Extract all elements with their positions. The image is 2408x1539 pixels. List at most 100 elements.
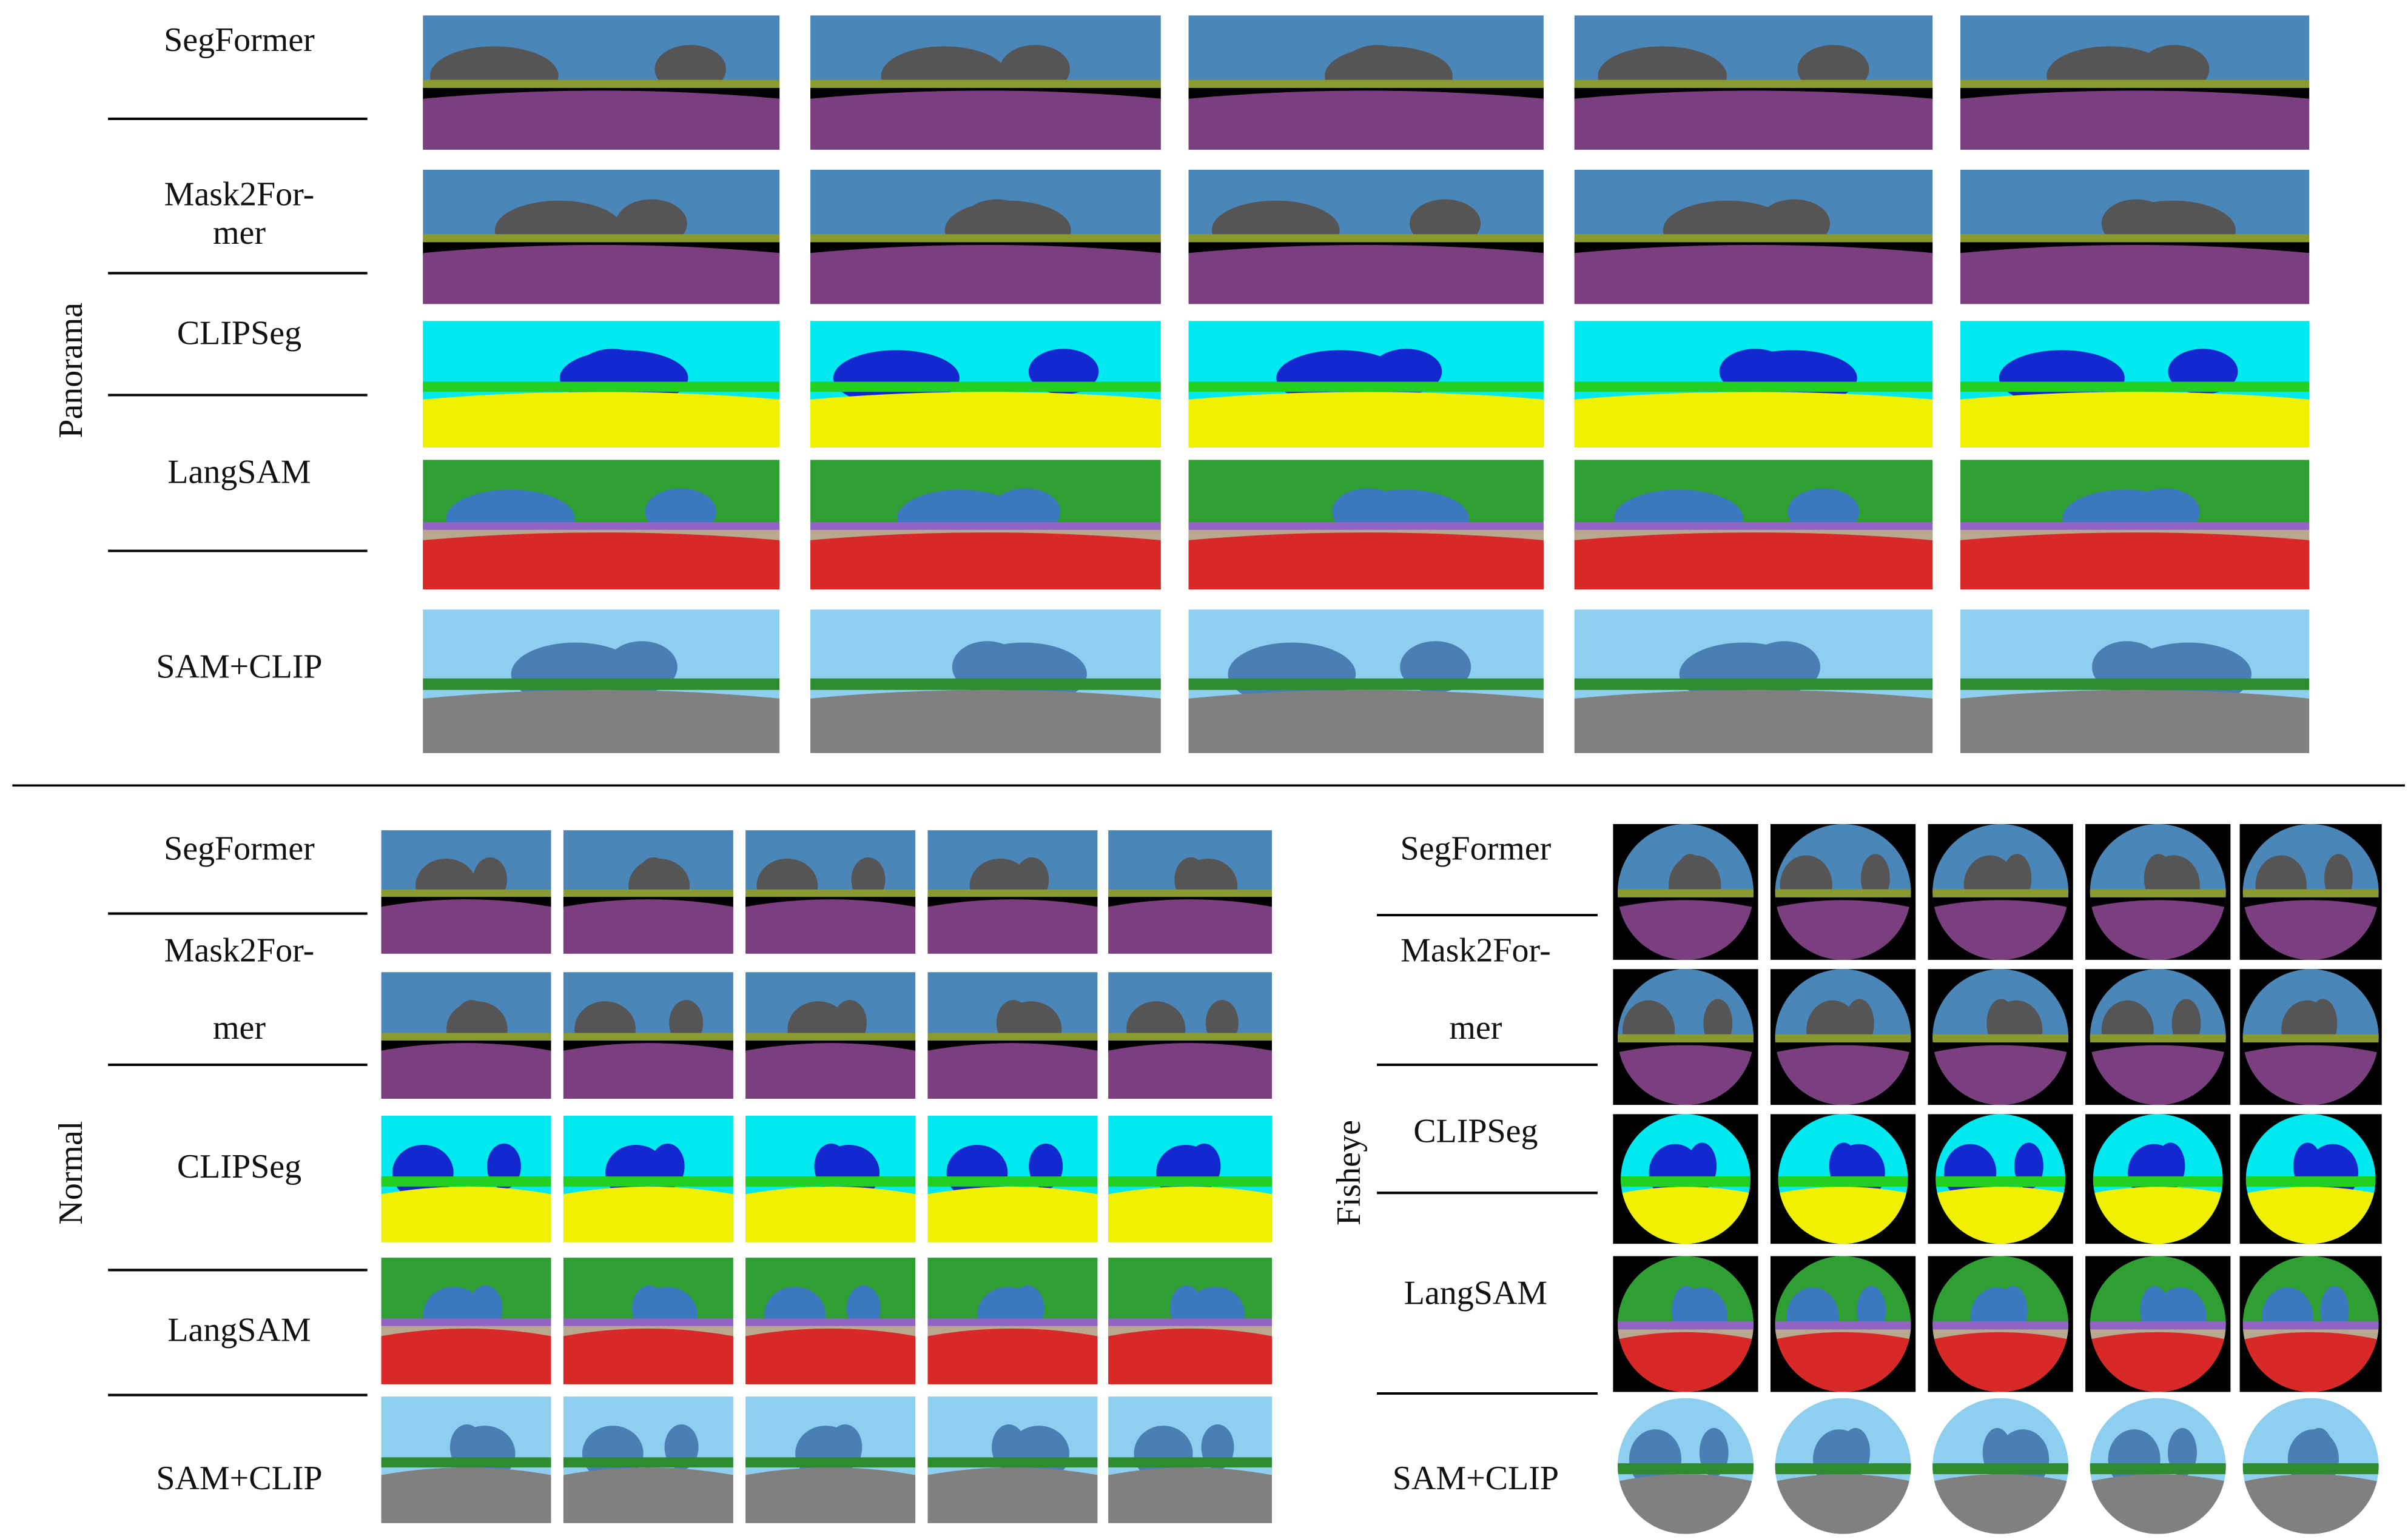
segmentation-image: [810, 609, 1161, 753]
image-content: [2242, 969, 2379, 1105]
image-content: [1775, 969, 1911, 1105]
vegetation: [1932, 1321, 2069, 1332]
segmentation-image: [1574, 460, 1933, 590]
method-name: LangSAM: [1404, 1275, 1547, 1312]
segmentation-image: [927, 1115, 1098, 1242]
segmentation-image: [1188, 321, 1544, 448]
road: [563, 1328, 733, 1384]
segmentation-image: [1960, 169, 2310, 304]
vegetation: [927, 1033, 1098, 1044]
image-content: [1621, 1114, 1751, 1244]
road: [1574, 392, 1933, 448]
road: [423, 532, 780, 590]
image-content: [1618, 1398, 1754, 1534]
road: [1932, 1045, 2069, 1105]
vegetation: [1960, 678, 2310, 690]
image-content: [1775, 823, 1911, 960]
vegetation: [745, 1318, 916, 1329]
method-name: SAM+CLIP: [1393, 1460, 1559, 1497]
segmentation-image: [1108, 972, 1272, 1099]
vegetation: [1188, 678, 1544, 690]
segmentation-image: [1108, 1115, 1272, 1242]
road: [2090, 900, 2226, 960]
road: [2242, 900, 2379, 960]
segmentation-image: [2085, 969, 2231, 1105]
segmentation-image: [2085, 1114, 2231, 1244]
road: [1775, 1045, 1911, 1105]
building: [1134, 1426, 1193, 1481]
road: [1935, 1187, 2066, 1244]
vegetation: [2090, 889, 2226, 900]
method-name: CLIPSeg: [177, 315, 301, 352]
road: [927, 1328, 1098, 1384]
segmentation-image: [2239, 1256, 2382, 1392]
vegetation: [2090, 1034, 2226, 1045]
method-name: Mask2For-: [164, 932, 315, 970]
vegetation: [1775, 1463, 1911, 1475]
segmentation-image: [1770, 823, 1916, 960]
road: [745, 899, 916, 954]
road: [2093, 1187, 2223, 1244]
segmentation-image: [423, 321, 780, 448]
vegetation: [927, 1176, 1098, 1187]
section-label: Fisheye: [1330, 1120, 1368, 1226]
method-name: SegFormer: [1401, 830, 1552, 868]
image-content: [2242, 1256, 2379, 1392]
segmentation-image: [2239, 969, 2382, 1105]
segmentation-image: [1770, 1114, 1916, 1244]
segmentation-image: [1928, 823, 2073, 960]
road: [563, 899, 733, 954]
vegetation: [381, 1033, 551, 1044]
road: [1188, 532, 1544, 590]
road: [1574, 689, 1933, 753]
method-name: mer: [213, 1009, 266, 1047]
road: [927, 899, 1098, 954]
segmentation-image: [563, 1396, 733, 1523]
road: [810, 244, 1161, 304]
segmentation-image: [381, 830, 551, 954]
vegetation: [1960, 381, 2310, 392]
image-content: [2090, 1398, 2226, 1534]
segmentation-image: [381, 972, 551, 1099]
road: [1574, 244, 1933, 304]
method-name: CLIPSeg: [1413, 1112, 1538, 1150]
building: [1944, 1144, 1997, 1201]
road: [1960, 532, 2310, 590]
segmentation-image: [2242, 1398, 2379, 1534]
vegetation: [1775, 1321, 1911, 1332]
building: [946, 1144, 1008, 1201]
road: [2090, 1045, 2226, 1105]
vegetation: [563, 1318, 733, 1329]
image-content: [1618, 969, 1754, 1105]
vegetation: [423, 381, 780, 392]
road: [1932, 1332, 2069, 1392]
vegetation: [1108, 1033, 1272, 1044]
road: [563, 1043, 733, 1099]
segmentation-image: [423, 460, 780, 590]
segmentation-image: [423, 169, 780, 304]
segmentation-image: [1108, 830, 1272, 954]
vegetation: [381, 1457, 551, 1467]
road: [423, 689, 780, 753]
building: [392, 1144, 454, 1201]
road: [1574, 90, 1933, 150]
segmentation-image: [1960, 321, 2310, 448]
road: [810, 532, 1161, 590]
segmentation-image: [1960, 15, 2310, 150]
vegetation: [1188, 381, 1544, 392]
road: [927, 1186, 1098, 1242]
vegetation: [1778, 1176, 1908, 1187]
road: [2242, 1474, 2379, 1534]
road: [745, 1186, 916, 1242]
vegetation: [1574, 678, 1933, 690]
road: [1775, 1332, 1911, 1392]
segmentation-image: [1618, 1398, 1754, 1534]
vegetation: [1618, 1321, 1754, 1332]
vegetation: [1775, 889, 1911, 900]
vegetation: [1574, 381, 1933, 392]
road: [423, 392, 780, 448]
road: [563, 1186, 733, 1242]
road: [810, 90, 1161, 150]
vegetation: [2242, 889, 2379, 900]
segmentation-image: [423, 15, 780, 150]
